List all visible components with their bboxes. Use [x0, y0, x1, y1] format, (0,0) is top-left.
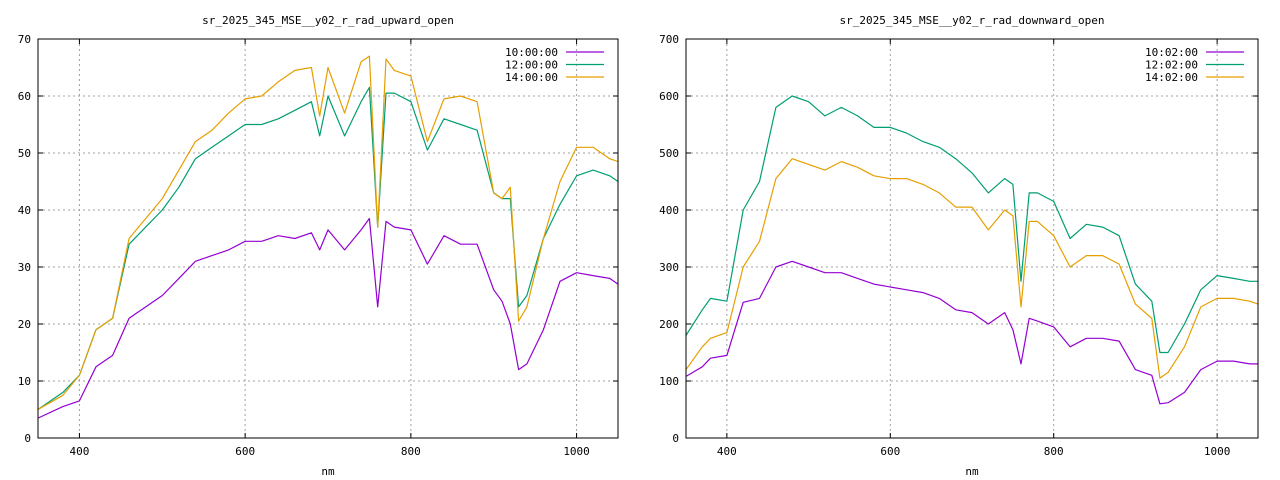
series-line-1 — [686, 260, 1258, 405]
plot-frame — [685, 38, 1259, 439]
x-axis-label: nm — [965, 465, 979, 478]
legend-label: 14:00:00 — [505, 71, 558, 84]
x-tick-label: 800 — [1044, 445, 1064, 458]
y-tick-label: 10 — [18, 375, 31, 388]
legend-label: 10:02:00 — [1145, 46, 1198, 59]
series-line-3 — [686, 158, 1258, 379]
plot-frame — [37, 38, 619, 439]
series-line-2 — [686, 95, 1258, 354]
x-tick-label: 400 — [69, 445, 89, 458]
x-tick-label: 400 — [717, 445, 737, 458]
x-tick-label: 800 — [401, 445, 421, 458]
series-line-2 — [38, 86, 618, 410]
y-tick-label: 30 — [18, 261, 31, 274]
y-tick-label: 200 — [659, 318, 679, 331]
legend-label: 14:02:00 — [1145, 71, 1198, 84]
y-tick-label: 70 — [18, 33, 31, 46]
y-tick-label: 400 — [659, 204, 679, 217]
series-line-3 — [38, 55, 618, 411]
chart-title: sr_2025_345_MSE__y02_r_rad_downward_open — [840, 14, 1105, 27]
y-tick-label: 500 — [659, 147, 679, 160]
y-tick-label: 0 — [24, 432, 31, 445]
y-tick-label: 20 — [18, 318, 31, 331]
y-tick-label: 60 — [18, 90, 31, 103]
y-tick-label: 40 — [18, 204, 31, 217]
x-tick-label: 1000 — [1204, 445, 1231, 458]
legend-label: 12:00:00 — [505, 59, 558, 72]
legend-label: 12:02:00 — [1145, 59, 1198, 72]
y-tick-label: 50 — [18, 147, 31, 160]
x-tick-label: 600 — [880, 445, 900, 458]
y-tick-label: 300 — [659, 261, 679, 274]
y-tick-label: 0 — [672, 432, 679, 445]
x-axis-label: nm — [321, 465, 335, 478]
chart-panel-1: sr_2025_345_MSE__y02_r_rad_upward_open 0 1… — [18, 14, 619, 478]
chart-title: sr_2025_345_MSE__y02_r_rad_upward_open — [202, 14, 454, 27]
chart-panel-2: sr_2025_345_MSE__y02_r_rad_downward_open… — [659, 14, 1259, 478]
x-tick-label: 600 — [235, 445, 255, 458]
y-tick-label: 600 — [659, 90, 679, 103]
y-tick-label: 700 — [659, 33, 679, 46]
y-tick-label: 100 — [659, 375, 679, 388]
legend-label: 10:00:00 — [505, 46, 558, 59]
x-tick-label: 1000 — [563, 445, 590, 458]
series-line-1 — [38, 217, 618, 419]
